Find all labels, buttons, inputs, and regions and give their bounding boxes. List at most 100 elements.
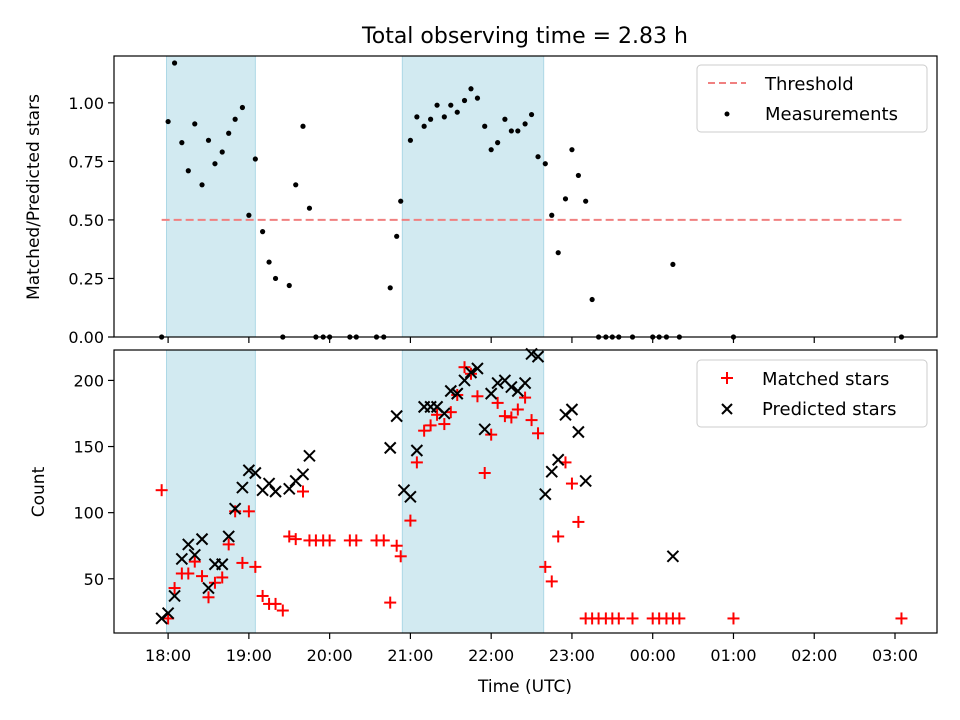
measurement-point: [441, 114, 447, 120]
measurement-point: [515, 128, 521, 134]
matched-star-point: [552, 530, 565, 543]
matched-star-point: [485, 428, 498, 441]
measurement-point: [387, 285, 393, 291]
x-tick-label: 22:00: [468, 646, 514, 665]
predicted-star-point: [182, 538, 195, 551]
measurements-legend-label: Measurements: [765, 104, 898, 125]
top-panel-ylabel: Matched/Predicted stars: [24, 94, 44, 300]
predicted-star-point: [444, 384, 457, 398]
y-tick-label: 0.25: [68, 269, 104, 288]
y-tick-label: 0.00: [68, 328, 104, 347]
matched-star-point: [296, 485, 309, 498]
predicted-star-point: [168, 589, 181, 603]
measurement-point: [589, 296, 595, 303]
matched-star-point: [612, 612, 625, 625]
matched-star-point: [511, 403, 524, 416]
matched-star-point: [431, 408, 444, 421]
measurement-point: [205, 137, 212, 143]
matched-star-point: [438, 418, 451, 431]
matched-star-point: [323, 534, 336, 547]
top-legend: Threshold Measurements: [696, 64, 928, 133]
y-tick-label: 50: [84, 570, 104, 589]
y-tick-label: 200: [73, 371, 104, 390]
matched-star-point: [377, 534, 390, 547]
matched-star-point: [410, 456, 423, 469]
predicted-legend-label: Predicted stars: [762, 399, 896, 420]
predicted-star-point: [303, 449, 316, 463]
shaded-interval-0: [165, 55, 256, 338]
matched-star-point: [478, 466, 491, 479]
x-tick-label: 00:00: [630, 646, 676, 665]
matched-star-point: [545, 575, 558, 588]
matched-star-point: [283, 530, 296, 543]
predicted-star-point: [531, 350, 545, 363]
matched-star-point: [168, 582, 181, 595]
top-panel-y-ticks: 0.00 0.25 0.50 0.75 1.00: [68, 94, 114, 347]
measurement-point: [414, 114, 420, 120]
measurement-point: [239, 104, 246, 111]
measurement-point: [535, 154, 541, 160]
measurement-point: [434, 102, 440, 108]
measurement-point: [448, 102, 454, 108]
bottom-legend-box: [696, 359, 928, 428]
top-panel: 0.00 0.25 0.50 0.75 1.00 Matched/Predicted s…: [24, 55, 938, 347]
matched-star-point: [458, 361, 471, 374]
predicted-star-point: [484, 387, 498, 400]
predicted-star-point: [478, 423, 491, 436]
predicted-star-point: [438, 407, 451, 420]
x-tick-label: 19:00: [226, 646, 272, 665]
measurement-point: [179, 140, 185, 146]
predicted-star-point: [518, 376, 532, 390]
measurement-point: [670, 261, 676, 268]
measurement-point: [454, 109, 460, 115]
predicted-star-point: [222, 530, 235, 543]
measurement-point: [300, 123, 306, 129]
top-legend-box: [696, 64, 928, 133]
predicted-star-point: [451, 387, 464, 400]
measurement-point: [575, 172, 582, 179]
y-tick-label: 1.00: [68, 94, 104, 113]
threshold-legend-label: Threshold: [764, 74, 854, 95]
y-tick-label: 0.75: [68, 152, 104, 171]
x-tick-label: 03:00: [872, 646, 918, 665]
matched-star-point: [256, 589, 269, 602]
predicted-star-point: [216, 558, 229, 571]
measurement-point: [246, 212, 252, 218]
measurement-point: [461, 97, 468, 104]
matched-star-point: [269, 597, 282, 610]
measurement-point: [252, 156, 258, 162]
x-tick-label: 20:00: [307, 646, 353, 665]
measurement-point: [185, 168, 191, 174]
matched-stars-points: [155, 361, 908, 625]
matched-star-point: [572, 515, 585, 528]
shaded-interval-1: [401, 349, 545, 634]
matched-star-point: [242, 505, 255, 518]
matched-star-point: [196, 570, 209, 583]
measurement-point: [260, 229, 266, 235]
x-tick-label: 18:00: [145, 646, 191, 665]
predicted-star-point: [188, 548, 201, 562]
predicted-star-point: [236, 481, 249, 494]
matched-star-point: [222, 538, 235, 551]
predicted-star-point: [249, 466, 262, 480]
bottom-panel-ylabel: Count: [29, 466, 49, 517]
predicted-star-point: [471, 362, 484, 375]
matched-star-point: [505, 411, 518, 424]
matched-star-point: [208, 576, 221, 589]
matched-star-point: [519, 391, 532, 404]
matched-star-point: [289, 533, 302, 546]
x-tick-label: 01:00: [710, 646, 756, 665]
matched-star-point: [390, 539, 403, 552]
measurement-point: [428, 116, 434, 122]
measurement-point: [199, 182, 205, 188]
matched-star-point: [525, 414, 538, 427]
measurement-point: [421, 123, 427, 129]
measurement-point: [562, 196, 569, 202]
matched-star-point: [249, 560, 262, 573]
matched-legend-label: Matched stars: [762, 369, 889, 390]
measurements-legend-swatch: [724, 111, 730, 117]
matched-star-point: [418, 424, 431, 437]
measurement-point: [502, 116, 508, 122]
matched-star-point: [182, 567, 195, 580]
measurement-point: [488, 147, 494, 153]
